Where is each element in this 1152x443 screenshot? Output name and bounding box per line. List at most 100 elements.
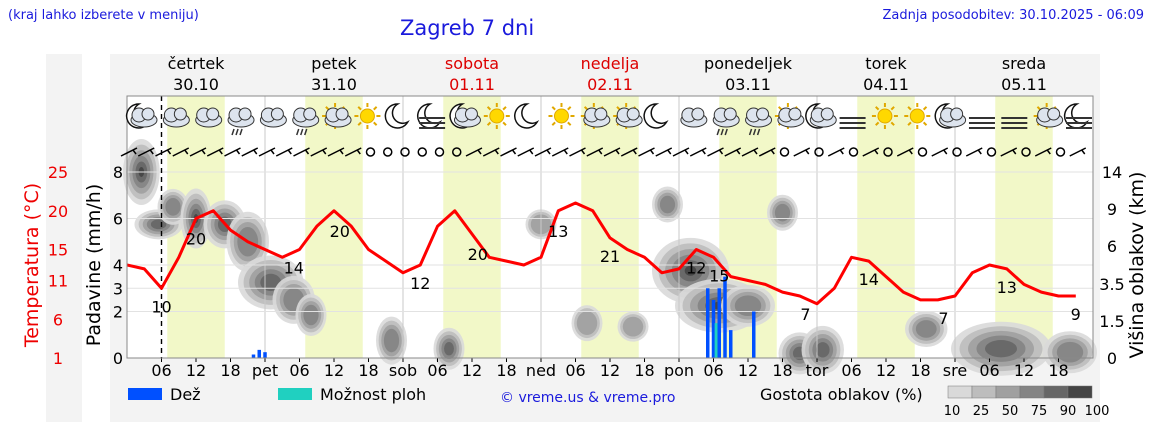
cloud-puff [141,107,155,121]
sun-ray [486,121,492,126]
cloud-density-patch [303,304,319,326]
wind-barb-flag [649,149,655,155]
x-tick-label: 06 [703,361,723,380]
day-name: četrtek [168,54,226,73]
cloud-density-swatch [1067,385,1093,399]
wind-barb-flag [149,149,154,155]
temperature-label: 14 [284,259,304,278]
wind-barb [793,147,811,157]
sun-ray [922,121,928,126]
x-tick-label: 12 [462,361,482,380]
cloud-density-patch [774,203,791,222]
temperature-label: 13 [997,278,1017,297]
temperature-label: 20 [330,222,350,241]
wind-barb-flag [1081,149,1086,155]
day-name: sobota [445,54,499,73]
cloud-density-patch [985,340,1017,358]
cloud-puff [788,107,802,121]
sun-ray [567,106,572,111]
rain-cloud-icon [292,107,320,136]
temperature-label: 13 [548,222,568,241]
wind-barb [758,147,776,157]
wind-barb-flag [1012,149,1017,155]
wind-barb-flag [270,149,275,155]
raindrop [304,128,308,136]
moon-shape [643,103,669,129]
rain-bar [752,311,756,358]
wind-barb [293,147,310,157]
calm-wind [1055,147,1066,157]
precipitation-tick: 2 [113,303,123,322]
cloud-puff [270,107,284,121]
credit-text: © vreme.us & vreme.pro [500,390,675,406]
calm-wind [417,147,427,157]
wind-barb [586,147,604,157]
x-tick-label: 12 [600,361,620,380]
wind-barb [638,147,655,157]
calm-wind [917,147,928,157]
wind-barb-flag [304,149,310,155]
shower-bar [714,323,719,358]
temperature-label: 14 [859,270,879,289]
sun-ray [357,106,362,111]
x-tick-label: 18 [220,361,240,380]
sun-ray [890,121,895,126]
day-name: nedelja [581,54,640,73]
wind-barb-flag [235,149,241,155]
raindrop [748,128,753,136]
temperature-tick: 20 [48,202,68,221]
wind-barb-flag [356,149,361,155]
rain-cloud-icon [712,107,740,136]
cloud-density-patch [815,342,830,358]
raindrop [300,128,304,136]
daylight-band [995,96,1053,358]
wind-barb-flag [736,149,741,155]
wind-barb [551,147,569,157]
legend-panel [110,382,1100,422]
raindrop [296,128,300,136]
day-date: 02.11 [587,75,633,94]
wind-barb-flag [753,149,758,155]
temperature-label: 12 [410,274,430,293]
cloud-icon [162,107,190,128]
precipitation-tick: 3 [113,279,123,298]
cloud-puff [820,107,834,121]
sun-ray [907,106,912,111]
sun-ray [583,106,589,111]
temperature-line [126,201,1076,306]
calm-wind [452,147,462,157]
wind-barb-flag [908,149,913,155]
precipitation-tick: 6 [113,210,123,229]
cloud-puff [1047,107,1061,121]
sun-ray [373,121,378,126]
sun-ray [890,106,895,111]
cloud-height-tick: 14 [1102,163,1122,182]
wind-barb [465,147,483,157]
temperature-tick: 6 [53,310,63,329]
x-tick-label: ned [526,361,556,380]
moon-shape [514,103,540,129]
cloud-density-swatch [1043,385,1069,399]
cloud-density-patch [622,316,644,337]
sun-disc [359,108,375,124]
wind-barb [965,147,983,157]
temperature-tick: 15 [48,241,68,260]
cloud-height-tick: 3.5 [1099,275,1124,294]
wind-barb [862,147,880,157]
sun-icon [871,103,898,129]
moon-cloud-icon [805,103,837,129]
fog-icon [839,117,866,129]
left-axis-band [46,54,82,422]
sun-icon [483,103,510,129]
wind-barb [655,147,673,157]
day-name: ponedeljek [704,54,793,73]
x-tick-label: 06 [289,361,309,380]
wind-barb-flag [943,149,948,155]
x-tick-label: pet [252,361,278,380]
cloud-density-patch [734,295,762,316]
x-tick-label: 12 [1014,361,1034,380]
wind-barb-flag [632,149,637,155]
wind-barb [241,147,259,157]
wind-barb [1069,147,1087,157]
cloud-density-swatch [947,385,973,399]
